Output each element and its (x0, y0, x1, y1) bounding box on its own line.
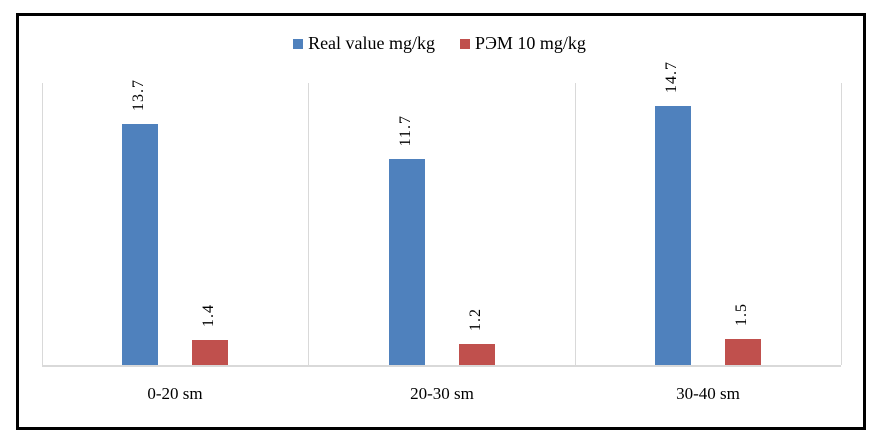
data-label-real-value-1: 11.7 (397, 114, 414, 146)
legend-swatch-blue (293, 39, 304, 49)
bar-rem-2 (725, 339, 761, 365)
category-label-2: 30-40 sm (676, 384, 740, 403)
category-label-0: 0-20 sm (147, 384, 203, 403)
bar-rem-0 (192, 340, 228, 365)
bar-real-value-2 (655, 106, 691, 365)
chart-legend: Real value mg/kg РЭМ 10 mg/kg (0, 33, 879, 54)
data-label-rem-2: 1.5 (733, 303, 750, 326)
bar-rem-1 (459, 344, 495, 365)
legend-label-rem: РЭМ 10 mg/kg (475, 33, 586, 53)
legend-item-real-value: Real value mg/kg (293, 33, 435, 54)
x-axis-line (42, 365, 841, 367)
bar-real-value-1 (389, 159, 425, 365)
data-label-rem-1: 1.2 (467, 308, 484, 331)
category-label-1: 20-30 sm (410, 384, 474, 403)
category-separator-line (308, 83, 310, 365)
data-label-real-value-2: 14.7 (663, 61, 680, 93)
legend-item-rem: РЭМ 10 mg/kg (460, 33, 586, 54)
plot-right-border (841, 83, 842, 365)
bar-real-value-0 (122, 124, 158, 365)
y-axis-line (42, 83, 43, 365)
chart-outer-border (16, 13, 866, 430)
data-label-rem-0: 1.4 (200, 304, 217, 327)
legend-swatch-red (460, 39, 471, 49)
legend-label-real-value: Real value mg/kg (308, 33, 436, 53)
data-label-real-value-0: 13.7 (130, 79, 147, 111)
category-separator-line (574, 83, 576, 365)
